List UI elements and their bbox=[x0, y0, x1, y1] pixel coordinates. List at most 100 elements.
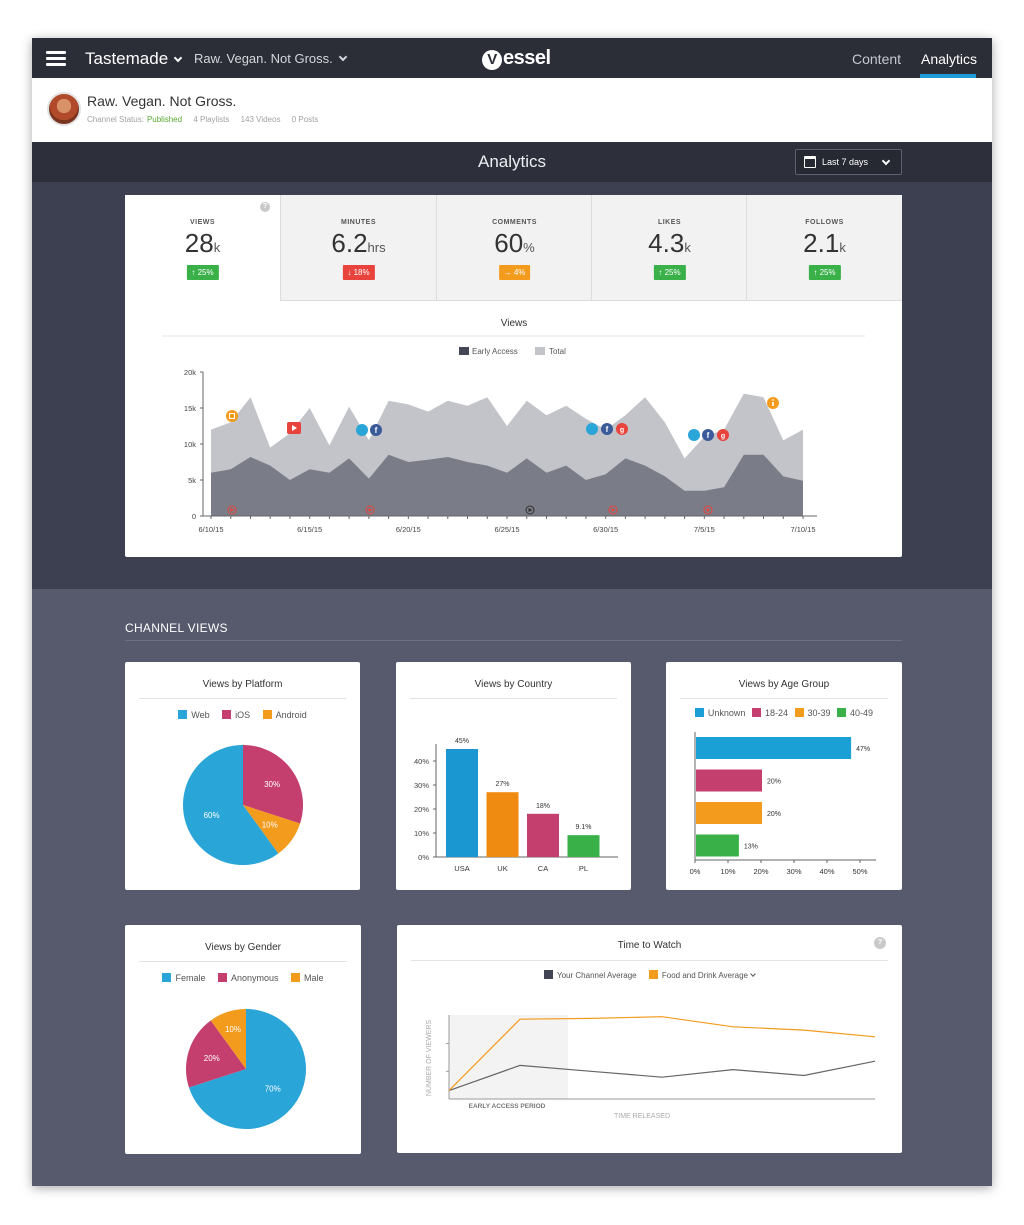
card-views-by-platform: Views by Platform Web iOS Android 30% 10%… bbox=[125, 662, 360, 890]
time-to-watch-line-chart: EARLY ACCESS PERIOD TIME RELEASED NUMBER… bbox=[426, 1015, 876, 1120]
legend-item-unknown[interactable]: Unknown bbox=[694, 708, 746, 718]
legend-item-female[interactable]: Female bbox=[162, 973, 205, 983]
google-plus-icon[interactable]: g bbox=[717, 429, 729, 441]
metric-tile-comments[interactable]: COMMENTS 60% → 4% bbox=[436, 195, 592, 301]
play-marker-icon[interactable] bbox=[525, 505, 535, 515]
views-area-chart: Views Early Access Total 0 5k 10k 15k 20k 6/1… bbox=[162, 318, 865, 534]
pie-slice-female bbox=[188, 1009, 307, 1129]
hamburger-menu-icon[interactable] bbox=[46, 51, 66, 66]
metric-value: 2.1k bbox=[747, 228, 902, 259]
metric-tile-views[interactable]: VIEWS 28k ↑ 25% ? bbox=[125, 195, 280, 301]
x-tick-label: 6/10/15 bbox=[198, 525, 223, 534]
legend-item-channel-average[interactable]: Your Channel Average bbox=[544, 970, 637, 980]
play-marker-icon[interactable] bbox=[365, 505, 375, 515]
play-marker-icon[interactable] bbox=[703, 505, 713, 515]
chart-legend: Web iOS Android bbox=[125, 710, 360, 720]
metric-value: 60% bbox=[437, 228, 592, 259]
metric-change-badge: ↓ 18% bbox=[342, 265, 375, 280]
metric-unit: k bbox=[839, 240, 846, 255]
metric-change-badge: ↑ 25% bbox=[653, 265, 686, 280]
metric-value: 28k bbox=[125, 228, 280, 259]
legend-item-male[interactable]: Male bbox=[291, 973, 324, 983]
bar-ca bbox=[527, 813, 559, 857]
nav-link-analytics[interactable]: Analytics bbox=[921, 51, 978, 67]
brand-label: Tastemade bbox=[85, 49, 169, 68]
info-icon[interactable] bbox=[767, 397, 779, 409]
pie-slice-web bbox=[183, 745, 279, 865]
google-plus-icon[interactable]: g bbox=[616, 423, 628, 435]
x-tick-label: USA bbox=[454, 864, 469, 873]
channel-meta: Channel Status: Published 4 Playlists 143… bbox=[87, 115, 327, 124]
x-tick-label: 40% bbox=[819, 867, 834, 876]
metric-number: 60 bbox=[494, 228, 524, 258]
x-tick-label: 6/25/15 bbox=[494, 525, 519, 534]
social-annotations: f f g f g bbox=[226, 397, 779, 441]
calendar-icon bbox=[804, 156, 816, 168]
play-marker-icon[interactable] bbox=[608, 505, 618, 515]
channel-dropdown[interactable]: Raw. Vegan. Not Gross. bbox=[194, 51, 347, 66]
date-range-dropdown[interactable]: Last 7 days bbox=[795, 149, 902, 175]
legend-item-30-39[interactable]: 30-39 bbox=[794, 708, 831, 718]
brand-dropdown[interactable]: Tastemade bbox=[85, 49, 183, 69]
x-tick-label: 6/15/15 bbox=[297, 525, 322, 534]
platform-pie-chart: 30% 10% 60% bbox=[183, 745, 303, 865]
pie-slice-label: 70% bbox=[265, 1084, 281, 1093]
x-tick-label: 10% bbox=[720, 867, 735, 876]
metric-value: 6.2hrs bbox=[281, 228, 436, 259]
metric-number: 28 bbox=[184, 228, 214, 258]
metric-unit: k bbox=[213, 240, 221, 255]
twitter-icon[interactable] bbox=[586, 423, 598, 435]
metric-tile-likes[interactable]: LIKES 4.3k ↑ 25% bbox=[591, 195, 747, 301]
facebook-icon[interactable]: f bbox=[702, 429, 714, 441]
legend-label: Unknown bbox=[707, 708, 746, 718]
channel-status-value: Published bbox=[146, 115, 183, 124]
youtube-icon[interactable] bbox=[287, 422, 301, 434]
legend-item-18-24[interactable]: 18-24 bbox=[751, 708, 788, 718]
nav-link-content[interactable]: Content bbox=[852, 51, 902, 67]
legend-label: 18-24 bbox=[764, 708, 788, 718]
twitter-icon[interactable] bbox=[688, 429, 700, 441]
help-icon[interactable]: ? bbox=[260, 202, 270, 212]
legend-item-ios[interactable]: iOS bbox=[222, 710, 250, 720]
legend-item-40-49[interactable]: 40-49 bbox=[837, 708, 873, 718]
share-icon[interactable] bbox=[226, 410, 238, 422]
metric-tile-follows[interactable]: FOLLOWS 2.1k ↑ 25% bbox=[746, 195, 902, 301]
legend-item-android[interactable]: Android bbox=[262, 710, 307, 720]
country-bar-chart: 0% 10% 20% 30% 40% 45% USA 27% UK 18% CA 9.1% PL bbox=[414, 738, 618, 873]
svg-text:f: f bbox=[375, 426, 378, 435]
x-tick-label: 7/5/15 bbox=[694, 525, 715, 534]
facebook-icon[interactable]: f bbox=[601, 423, 613, 435]
chevron-down-icon bbox=[881, 156, 891, 166]
legend-item-web[interactable]: Web bbox=[178, 710, 210, 720]
help-icon[interactable]: ? bbox=[874, 937, 886, 949]
metric-label: MINUTES bbox=[341, 219, 376, 226]
card-divider bbox=[139, 698, 346, 699]
pie-slice-label: 10% bbox=[225, 1025, 241, 1034]
card-title: Time to Watch bbox=[617, 940, 682, 951]
y-tick-label: 10k bbox=[184, 440, 196, 449]
metric-label: FOLLOWS bbox=[805, 219, 844, 226]
legend-item-food-drink-average[interactable]: Food and Drink Average bbox=[648, 970, 756, 980]
y-tick-label: 15k bbox=[184, 404, 196, 413]
metric-unit: % bbox=[523, 240, 535, 255]
bar-pl bbox=[567, 835, 600, 857]
x-tick-label: UK bbox=[497, 864, 507, 873]
chart-legend: Unknown 18-24 30-39 40-49 bbox=[666, 708, 902, 718]
legend-label-total: Total bbox=[549, 347, 566, 356]
legend-item-anonymous[interactable]: Anonymous bbox=[217, 973, 279, 983]
play-marker-icon[interactable] bbox=[227, 505, 237, 515]
channel-title: Raw. Vegan. Not Gross. bbox=[87, 93, 237, 109]
bar-value-label: 18% bbox=[536, 803, 550, 810]
facebook-icon[interactable]: f bbox=[370, 424, 382, 436]
metric-number: 6.2 bbox=[331, 228, 368, 258]
y-tick-label: 40% bbox=[414, 757, 429, 766]
section-title-channel-views: CHANNEL VIEWS bbox=[125, 621, 228, 635]
series-line-channel-average bbox=[448, 1060, 876, 1092]
metric-tile-minutes[interactable]: MINUTES 6.2hrs ↓ 18% bbox=[280, 195, 436, 301]
metric-unit: hrs bbox=[367, 240, 386, 255]
twitter-icon[interactable] bbox=[356, 424, 368, 436]
channel-avatar[interactable] bbox=[47, 92, 81, 126]
metric-value: 4.3k bbox=[592, 228, 747, 259]
